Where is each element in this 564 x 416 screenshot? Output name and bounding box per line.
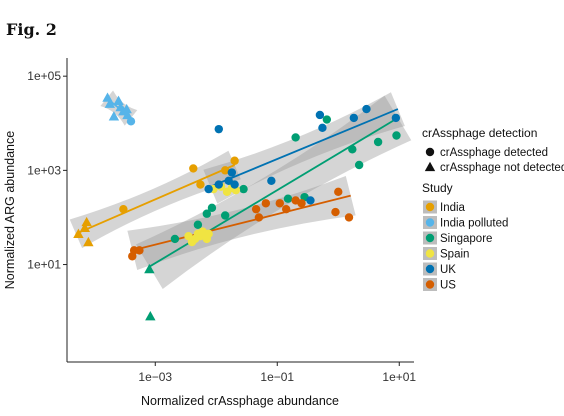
data-point-s0-8 [230,156,239,165]
legend-study-item-3: Spain [440,249,469,261]
legend-study-item-2: Singapore [440,233,492,245]
data-point-s2-4 [202,209,212,218]
legend-swatch-2 [425,233,435,243]
data-point-s4-0 [204,184,213,194]
data-point-s4-1 [214,124,223,134]
y-tick-label-2: 1e+05 [27,69,61,83]
data-point-s1-3 [113,95,124,105]
data-point-s4-5 [230,180,239,189]
legend-detection-item-1: crAssphage not detected [440,162,564,174]
data-point-s4-11 [362,104,371,114]
data-point-s2-14 [373,137,383,147]
legend-study-item-0: India [440,202,466,214]
legend-detection-item-0: crAssphage detected [440,147,548,159]
data-point-s3-8 [204,229,213,238]
y-axis-title: Normalized ARG abundance [3,131,17,289]
legend-study-title: Study [422,181,453,195]
fit-line-5 [132,194,351,252]
data-point-s4-9 [318,123,327,133]
legend-swatch-0 [425,202,435,212]
legend-study-item-4: UK [440,264,456,276]
legend-triangle-icon [424,161,436,172]
data-point-s4-4 [227,168,237,177]
data-point-s5-7 [281,204,291,214]
ticks: 1e−03 1e−01 1e+01 1e+01 1e+03 1e+05 [27,69,416,384]
data-point-s4-7 [306,196,315,205]
data-point-s2-2 [170,234,180,244]
data-point-s0-3 [83,236,94,247]
data-point-s2-1 [145,311,156,321]
data-point-s2-12 [348,145,357,154]
axes [66,58,414,363]
legend: crAssphage detection crAssphage detected c… [422,126,564,292]
data-point-s2-8 [283,194,293,203]
data-point-s5-6 [275,199,284,208]
fit-line-4 [210,108,399,188]
data-point-s4-2 [214,180,223,189]
data-point-s0-5 [189,164,198,173]
data-point-s5-4 [254,213,264,222]
data-point-s5-10 [331,207,340,217]
figure-label: Fig. 2 [6,20,57,39]
data-point-s0-0 [73,228,84,238]
data-point-s1-7 [122,109,133,120]
data-point-s0-6 [196,180,205,189]
data-point-s2-3 [193,220,203,229]
y-tick-label-1: 1e+03 [27,163,61,177]
fit-line-0 [75,164,235,235]
data-point-s1-1 [104,98,116,108]
data-point-s5-12 [344,213,354,222]
legend-circle-icon [425,147,435,157]
data-point-s5-5 [261,199,271,208]
y-tick-label-0: 1e+01 [27,258,61,272]
data-point-s4-8 [315,110,325,120]
data-point-s5-11 [334,187,343,197]
data-point-s2-7 [239,184,248,194]
data-point-s4-12 [391,113,401,123]
legend-swatch-1 [425,218,435,227]
legend-swatch-3 [425,249,435,258]
x-tick-label-2: 1e+01 [382,370,416,384]
data-point-s1-8 [126,117,136,126]
x-axis-title: Normalized crAssphage abundance [141,394,339,408]
data-point-s5-2 [135,246,144,255]
data-point-s4-6 [267,176,276,186]
x-tick-label-0: 1e−03 [138,370,172,384]
data-point-s5-9 [297,199,306,208]
data-point-s2-11 [322,115,332,124]
x-tick-label-1: 1e−01 [260,370,294,384]
data-point-s5-3 [251,204,261,214]
data-point-s0-2 [81,216,92,227]
legend-swatch-5 [425,280,435,289]
data-point-s0-4 [119,204,128,214]
legend-study-item-1: India polluted [440,218,508,230]
data-point-s2-6 [220,211,230,220]
data-point-s2-0 [144,263,155,274]
data-point-s1-6 [121,103,132,114]
data-point-s2-5 [207,203,217,213]
data-point-s2-15 [392,131,401,140]
data-point-s1-2 [108,111,120,121]
data-points [73,92,401,321]
data-point-s0-1 [79,222,91,233]
legend-detection-title: crAssphage detection [422,126,537,140]
legend-study-item-5: US [440,280,456,292]
legend-swatch-4 [425,264,435,274]
data-point-s4-10 [349,113,359,123]
data-point-s2-13 [354,160,364,170]
data-point-s0-7 [220,166,230,175]
data-point-s2-9 [291,133,300,142]
